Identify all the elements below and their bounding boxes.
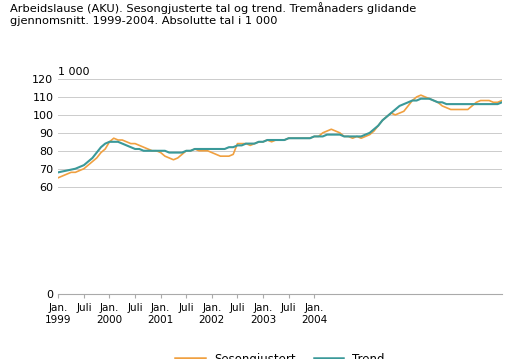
Text: Arbeidslause (AKU). Sesongjusterte tal og trend. Tremånaders glidande
gjennomsni: Arbeidslause (AKU). Sesongjusterte tal o… bbox=[10, 2, 416, 26]
Text: 1 000: 1 000 bbox=[58, 67, 90, 77]
Legend: Sesongjustert, Trend: Sesongjustert, Trend bbox=[170, 348, 390, 359]
